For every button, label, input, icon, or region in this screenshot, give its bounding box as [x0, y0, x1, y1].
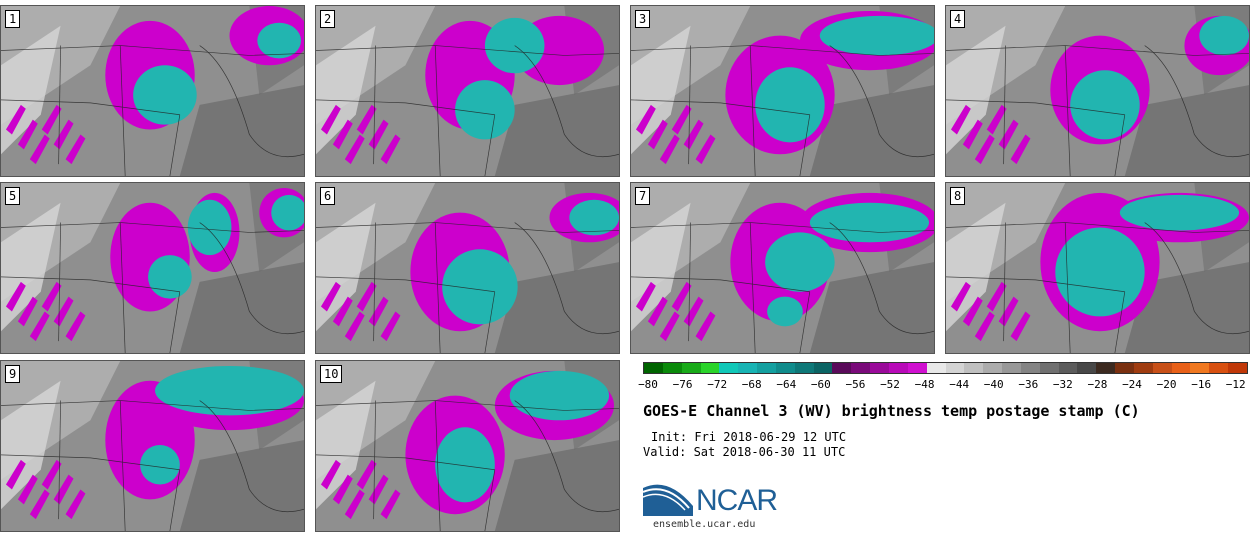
member-number-badge: 7 [635, 187, 651, 205]
wv-map [316, 183, 619, 353]
member-number-badge: 6 [320, 187, 336, 205]
colorbar-tick-label: −36 [1018, 378, 1039, 391]
member-panel-1: 1 [0, 5, 305, 177]
colorbar-segment [1190, 363, 1210, 373]
colorbar-segment [1002, 363, 1021, 373]
colorbar-tick-label: −20 [1156, 378, 1177, 391]
colorbar-tick-label: −28 [1087, 378, 1108, 391]
colorbar-segment [738, 363, 758, 373]
colorbar-tick-label: −48 [914, 378, 935, 391]
colorbar-segment [1228, 363, 1247, 373]
valid-time: Valid: Sat 2018-06-30 11 UTC [643, 445, 846, 459]
member-panel-5: 5 [0, 182, 305, 354]
wv-map [316, 6, 619, 176]
colorbar-segment [1020, 363, 1040, 373]
wv-map [631, 183, 934, 353]
wv-map [1, 361, 304, 531]
member-panel-8: 8 [945, 182, 1250, 354]
colorbar-segment [983, 363, 1003, 373]
wv-map [946, 183, 1249, 353]
colorbar-segment [681, 363, 701, 373]
wv-map [631, 6, 934, 176]
wv-map [1, 183, 304, 353]
colorbar-segment [888, 363, 908, 373]
member-panel-6: 6 [315, 182, 620, 354]
colorbar-tick-label: −68 [741, 378, 762, 391]
colorbar-tick-label: −44 [949, 378, 970, 391]
colorbar-segment [907, 363, 927, 373]
colorbar-tick-label: −72 [707, 378, 728, 391]
colorbar-segment [662, 363, 682, 373]
member-number-badge: 5 [5, 187, 21, 205]
member-panel-2: 2 [315, 5, 620, 177]
colorbar-tick-label: −60 [810, 378, 831, 391]
colorbar-segment [1077, 363, 1097, 373]
colorbar-segment [719, 363, 739, 373]
colorbar-segment [1058, 363, 1078, 373]
colorbar-segment [813, 363, 833, 373]
colorbar-tick-label: −80 [638, 378, 658, 391]
member-panel-3: 3 [630, 5, 935, 177]
colorbar-tick-label: −40 [983, 378, 1004, 391]
member-number-badge: 8 [950, 187, 966, 205]
colorbar-segment [775, 363, 795, 373]
colorbar-segment [794, 363, 814, 373]
colorbar-segment [851, 363, 871, 373]
colorbar-tick-labels: −80 −76 −72 −68 −64 −60 −56 −52 −48 −44 −40 −36 −32 −… [638, 378, 1248, 392]
wv-map [1, 6, 304, 176]
colorbar-tick-label: −16 [1191, 378, 1212, 391]
colorbar-tick-label: −12 [1225, 378, 1246, 391]
member-panel-10: 10 [315, 360, 620, 532]
colorbar-segment [1115, 363, 1134, 373]
colorbar-segment [1096, 363, 1116, 373]
source-url: ensemble.ucar.edu [653, 519, 756, 530]
init-time: Init: Fri 2018-06-29 12 UTC [651, 430, 847, 444]
colorbar-segment [1171, 363, 1191, 373]
colorbar-segment [832, 363, 852, 373]
wv-map [316, 361, 619, 531]
logo-wordmark: NCAR [696, 484, 778, 517]
member-panel-7: 7 [630, 182, 935, 354]
member-number-badge: 1 [5, 10, 21, 28]
colorbar-segment [926, 363, 946, 373]
colorbar-segment [1133, 363, 1153, 373]
colorbar-segment [757, 363, 776, 373]
colorbar-tick-label: −52 [880, 378, 900, 391]
colorbar-segment [1209, 363, 1229, 373]
colorbar-segment [644, 363, 663, 373]
colorbar-tick-label: −24 [1122, 378, 1142, 391]
wv-map [946, 6, 1249, 176]
member-number-badge: 2 [320, 10, 336, 28]
member-number-badge: 9 [5, 365, 21, 383]
colorbar-segment [700, 363, 720, 373]
member-number-badge: 10 [320, 365, 343, 383]
colorbar [643, 362, 1248, 374]
colorbar-segment [945, 363, 965, 373]
colorbar-tick-label: −56 [845, 378, 866, 391]
colorbar-segment [870, 363, 889, 373]
colorbar-segment [964, 363, 984, 373]
figure-title: GOES-E Channel 3 (WV) brightness temp po… [643, 402, 1140, 420]
colorbar-tick-label: −32 [1052, 378, 1073, 391]
colorbar-tick-label: −76 [672, 378, 693, 391]
colorbar-segment [1152, 363, 1172, 373]
colorbar-segment [1039, 363, 1059, 373]
ncar-logo-icon [643, 484, 693, 516]
member-number-badge: 3 [635, 10, 651, 28]
member-panel-4: 4 [945, 5, 1250, 177]
member-panel-9: 9 [0, 360, 305, 532]
member-number-badge: 4 [950, 10, 966, 28]
colorbar-tick-label: −64 [776, 378, 797, 391]
